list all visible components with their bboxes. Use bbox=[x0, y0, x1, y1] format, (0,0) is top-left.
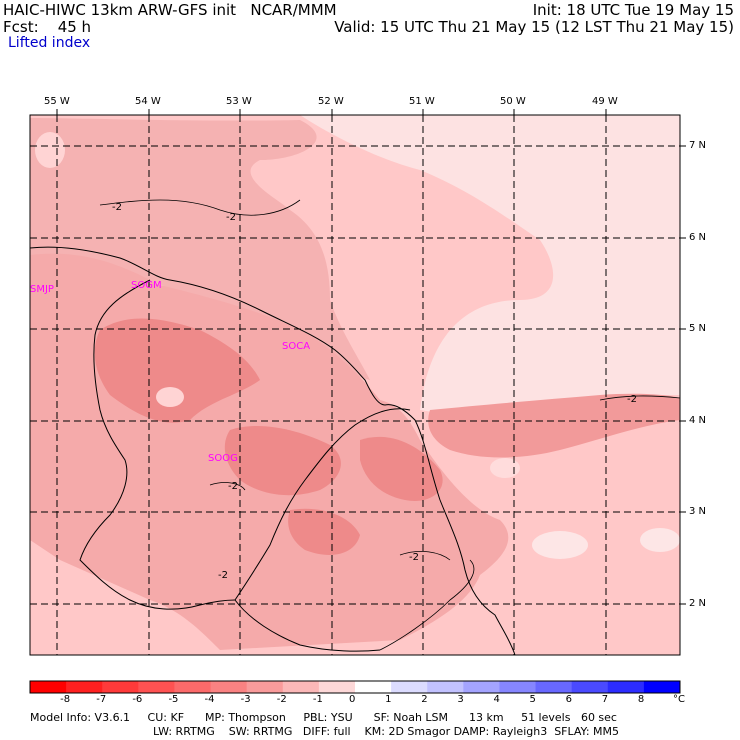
contour-line-4 bbox=[599, 395, 680, 401]
colorbar-swatch bbox=[102, 681, 139, 693]
lat-label-3n: 3 N bbox=[689, 506, 707, 517]
colorbar-label: 5 bbox=[529, 694, 536, 705]
colorbar-swatch bbox=[607, 681, 645, 693]
shade-darker-5 bbox=[428, 393, 680, 458]
colorbar-swatch bbox=[535, 681, 573, 693]
colorbar-unit: °C bbox=[673, 694, 685, 705]
init-time: Init: 18 UTC Tue 19 May 15 bbox=[532, 1, 734, 19]
colorbar-label: 6 bbox=[565, 694, 573, 705]
light-blob-1 bbox=[490, 458, 520, 478]
shade-darker-1 bbox=[94, 318, 260, 423]
border-east bbox=[234, 408, 411, 652]
border-west bbox=[79, 279, 236, 610]
colorbar-label: -3 bbox=[240, 694, 251, 705]
shade-darker-3 bbox=[360, 436, 443, 501]
colorbar-label: 2 bbox=[421, 694, 428, 705]
colorbar-swatch bbox=[355, 681, 392, 693]
colorbar-label: 7 bbox=[601, 694, 609, 705]
colorbar-label: -4 bbox=[204, 694, 215, 705]
shade-darker-4 bbox=[288, 508, 360, 555]
model-info-line1: Model Info: V3.6.1 CU: KF MP: Thompson P… bbox=[30, 711, 617, 724]
colorbar-swatch bbox=[571, 681, 609, 693]
lon-label-51w: 51 W bbox=[409, 96, 435, 107]
light-blob-3 bbox=[35, 132, 65, 168]
lon-label-54w: 54 W bbox=[135, 96, 161, 107]
light-blob-2 bbox=[156, 387, 184, 407]
lat-label-4n: 4 N bbox=[689, 415, 707, 426]
light-blob-4 bbox=[532, 531, 588, 559]
lon-label-50w: 50 W bbox=[500, 96, 526, 107]
colorbar-swatch bbox=[210, 681, 248, 693]
colorbar-swatch bbox=[463, 681, 500, 693]
colorbar-label: -8 bbox=[60, 694, 71, 705]
colorbar-label: 3 bbox=[457, 694, 464, 705]
station-soog: SOOG bbox=[208, 453, 238, 464]
lon-label-52w: 52 W bbox=[318, 96, 344, 107]
contour-line-3 bbox=[399, 550, 451, 561]
model-info-line2: LW: RRTMG SW: RRTMG DIFF: full KM: 2D Sm… bbox=[153, 725, 619, 738]
contour-label-5: -2 bbox=[409, 552, 419, 563]
contour-label-6: -2 bbox=[627, 394, 637, 405]
lat-label-6n: 6 N bbox=[689, 232, 707, 243]
contour-line-2 bbox=[209, 482, 246, 491]
light-blob-5 bbox=[640, 528, 680, 552]
station-smjp: SMJP bbox=[30, 284, 54, 295]
contour-label-1: -2 bbox=[112, 202, 122, 213]
colorbar-swatch bbox=[66, 681, 103, 693]
colorbar-label: -6 bbox=[132, 694, 143, 705]
colorbar-label: -7 bbox=[96, 694, 107, 705]
station-soca: SOCA bbox=[282, 341, 310, 352]
river bbox=[379, 559, 475, 651]
colorbar-swatch bbox=[30, 681, 67, 693]
map-frame bbox=[29, 114, 681, 656]
forecast-hour: Fcst: 45 h bbox=[3, 18, 92, 36]
colorbar-swatch bbox=[246, 681, 284, 693]
contour-label-2: -2 bbox=[226, 212, 236, 223]
coastline bbox=[30, 246, 516, 655]
contour-label-4: -2 bbox=[218, 570, 228, 581]
lon-label-49w: 49 W bbox=[592, 96, 618, 107]
colorbar-label: 8 bbox=[637, 694, 645, 705]
colorbar-label: 0 bbox=[349, 694, 356, 705]
colorbar-swatch bbox=[174, 681, 212, 693]
colorbar-label: 1 bbox=[385, 694, 392, 705]
lat-label-5n: 5 N bbox=[689, 323, 707, 334]
field-title: Lifted index bbox=[8, 35, 91, 51]
contour-label-3: -2 bbox=[228, 481, 238, 492]
lon-ticks bbox=[56, 109, 607, 115]
lat-ticks bbox=[680, 145, 686, 605]
contour-line-1 bbox=[99, 199, 301, 216]
valid-time: Valid: 15 UTC Thu 21 May 15 (12 LST Thu … bbox=[334, 18, 734, 36]
colorbar-swatch bbox=[138, 681, 175, 693]
shade-medium-north bbox=[30, 118, 370, 380]
station-sogm: SOGM bbox=[131, 280, 162, 291]
lat-label-7n: 7 N bbox=[689, 140, 707, 151]
colorbar-label: -5 bbox=[168, 694, 179, 705]
lon-label-53w: 53 W bbox=[226, 96, 252, 107]
colorbar-label: -1 bbox=[312, 694, 323, 705]
colorbar-label: 4 bbox=[493, 694, 500, 705]
colorbar-swatch bbox=[643, 681, 681, 693]
colorbar-label: -2 bbox=[276, 694, 287, 705]
colorbar-swatch bbox=[499, 681, 537, 693]
lat-lon-grid bbox=[30, 115, 680, 655]
model-title: HAIC-HIWC 13km ARW-GFS init NCAR/MMM bbox=[3, 1, 337, 19]
colorbar bbox=[29, 680, 681, 694]
lat-label-2n: 2 N bbox=[689, 598, 707, 609]
colorbar-swatch bbox=[427, 681, 464, 693]
lon-label-55w: 55 W bbox=[44, 96, 70, 107]
colorbar-swatch bbox=[318, 681, 356, 693]
colorbar-swatch bbox=[282, 681, 320, 693]
shade-darker-2 bbox=[224, 425, 341, 496]
colorbar-frame bbox=[29, 680, 681, 694]
colorbar-swatch bbox=[391, 681, 428, 693]
